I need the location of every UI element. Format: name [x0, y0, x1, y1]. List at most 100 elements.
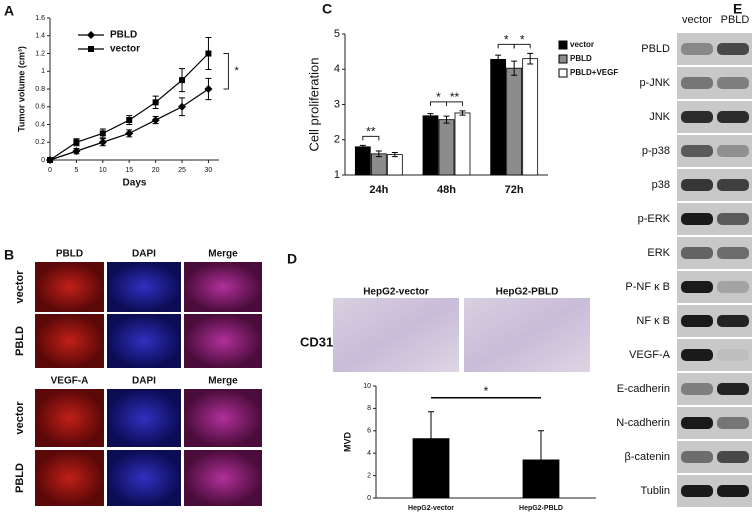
y-axis-title: Cell proliferation [306, 58, 321, 152]
micrograph [107, 450, 181, 506]
blot-band [681, 485, 713, 497]
bar [438, 119, 455, 176]
blot-band [681, 43, 713, 55]
blot-band [681, 213, 713, 225]
bar [422, 115, 439, 176]
blot-band [681, 315, 713, 327]
legend-label: vector [570, 40, 594, 49]
marker [178, 102, 187, 111]
error-bar [459, 110, 466, 116]
legend-label: vector [110, 44, 140, 55]
row-label: JNK [649, 111, 670, 123]
y-axis-title: MVD [342, 432, 352, 453]
x-tick-label: 0 [48, 167, 52, 174]
blot-band [717, 315, 749, 327]
legend-label: PBLD [110, 30, 137, 41]
blot-band [681, 77, 713, 89]
row-label: p-p38 [642, 145, 670, 157]
legend-label: PBLD [570, 54, 592, 63]
blot-band [717, 111, 749, 123]
panel-label: B [4, 247, 14, 263]
error-bar [511, 60, 518, 76]
y-tick-label: 0 [367, 495, 371, 502]
bar [454, 112, 471, 176]
blot-band [681, 145, 713, 157]
legend-swatch [558, 40, 568, 50]
blot-band [717, 451, 749, 463]
micrograph [184, 262, 262, 312]
x-tick-label: 25 [178, 167, 186, 174]
x-tick-label: 20 [152, 167, 160, 174]
blot-band [717, 349, 749, 361]
column-label: Merge [208, 249, 238, 260]
row-label: P-NF κ B [625, 281, 670, 293]
y-tick-label: 1.4 [35, 33, 45, 40]
significance-label: * [234, 65, 239, 77]
x-tick-label: HepG2-vector [408, 505, 454, 512]
column-label: DAPI [132, 249, 156, 260]
panel-label: A [4, 3, 14, 19]
row-label: CD31 [300, 334, 333, 349]
error-bar [391, 151, 398, 158]
marker [152, 99, 159, 106]
y-tick-label: 10 [363, 383, 371, 390]
error-bar [359, 144, 366, 149]
bar [490, 58, 507, 176]
row-label: NF κ B [636, 315, 670, 327]
marker [205, 50, 212, 57]
error-bar [443, 115, 450, 124]
blot-band [681, 247, 713, 259]
bar [522, 459, 560, 499]
micrograph [184, 450, 262, 506]
significance-label: * [436, 90, 441, 104]
y-tick-label: 0.8 [35, 86, 45, 93]
significance-label: * [504, 33, 509, 47]
row-label: p38 [652, 179, 670, 191]
x-tick-label: 24h [369, 184, 388, 196]
row-label: E-cadherin [617, 383, 670, 395]
x-tick-label: 30 [205, 167, 213, 174]
row-label: p-ERK [638, 213, 671, 225]
row-label: vector [14, 401, 26, 435]
significance-label: ** [450, 90, 460, 104]
marker [125, 129, 134, 138]
y-tick-label: 0 [41, 157, 45, 164]
legend-swatch [558, 54, 568, 64]
significance-label: * [520, 33, 525, 47]
blot-band [681, 281, 713, 293]
blot-band [681, 349, 713, 361]
row-label: ERK [647, 247, 670, 259]
blot-band [717, 77, 749, 89]
legend-label: PBLD+VEGF [570, 68, 618, 77]
y-tick-label: 1.6 [35, 15, 45, 22]
x-tick-label: 48h [437, 184, 456, 196]
bar [354, 146, 371, 176]
marker [73, 139, 80, 146]
row-label: PBLD [641, 43, 670, 55]
column-label: vector [682, 14, 712, 26]
blot-band [717, 213, 749, 225]
legend-swatch [558, 68, 568, 78]
y-axis-title: Tumor volume (cm³) [16, 46, 26, 132]
row-label: VEGF-A [629, 349, 671, 361]
y-tick-label: 2 [367, 472, 371, 479]
panel-label: D [287, 251, 297, 267]
row-label: PBLD [14, 463, 26, 493]
marker [72, 147, 81, 156]
y-tick-label: 1 [334, 169, 340, 181]
marker [99, 130, 106, 137]
row-label: PBLD [14, 326, 26, 356]
panel-label: C [322, 1, 332, 17]
y-tick-label: 5 [334, 28, 340, 40]
blot-band [681, 451, 713, 463]
blot-band [681, 179, 713, 191]
blot-band [717, 145, 749, 157]
marker [126, 117, 133, 124]
blot-band [717, 281, 749, 293]
micrograph [35, 262, 104, 312]
y-tick-label: 4 [334, 63, 340, 75]
ihc-image [464, 298, 590, 372]
column-label: HepG2-PBLD [496, 287, 559, 298]
panel-label: E [733, 1, 742, 17]
